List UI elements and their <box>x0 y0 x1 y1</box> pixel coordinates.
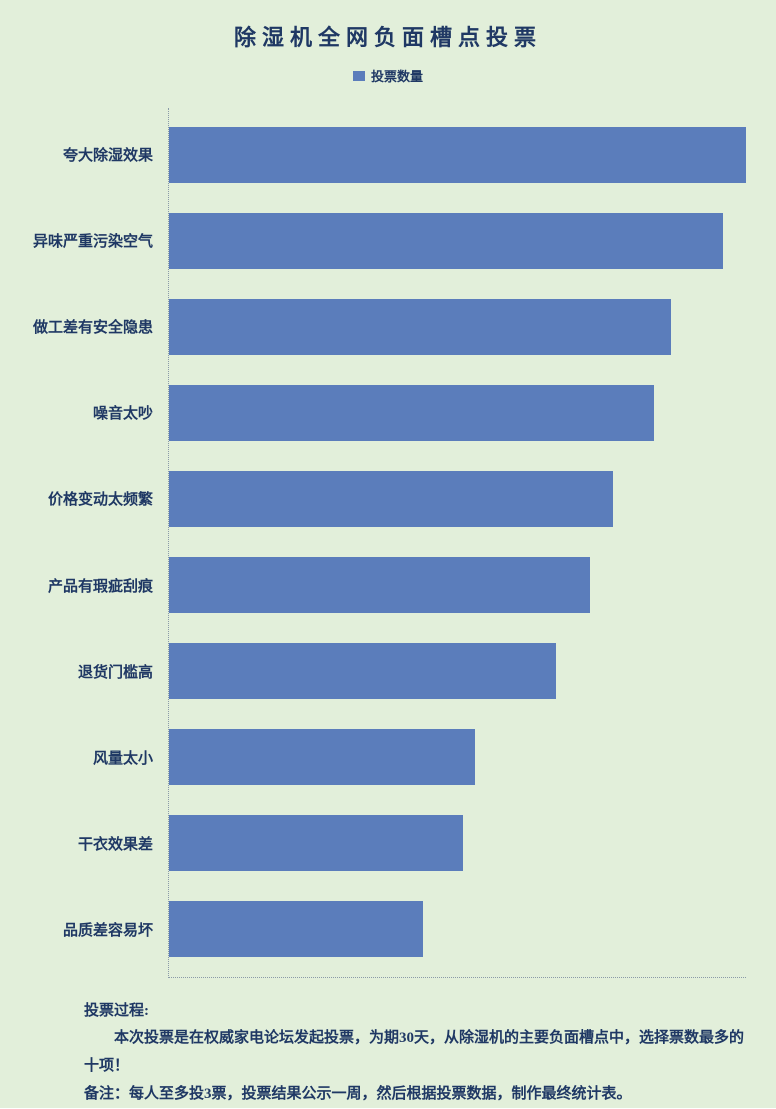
bar <box>169 127 746 183</box>
bar-row: 做工差有安全隐患 <box>169 299 746 355</box>
bar <box>169 471 613 527</box>
plot-area: 夸大除湿效果异味严重污染空气做工差有安全隐患噪音太吵价格变动太频繁产品有瑕疵刮痕… <box>168 108 746 978</box>
category-label: 夸大除湿效果 <box>11 144 161 165</box>
bar <box>169 643 556 699</box>
chart-title: 除湿机全网负面槽点投票 <box>18 20 758 52</box>
footer-line-2: 本次投票是在权威家电论坛发起投票，为期30天，从除湿机的主要负面槽点中，选择票数… <box>54 1025 752 1081</box>
bar <box>169 901 423 957</box>
bar <box>169 815 463 871</box>
footer-line-3: 备注：每人至多投3票，投票结果公示一周，然后根据投票数据，制作最终统计表。 <box>54 1081 752 1109</box>
category-label: 异味严重污染空气 <box>11 230 161 251</box>
chart-container: 除湿机全网负面槽点投票 投票数量 夸大除湿效果异味严重污染空气做工差有安全隐患噪… <box>0 0 776 1108</box>
category-label: 做工差有安全隐患 <box>11 316 161 337</box>
category-label: 噪音太吵 <box>11 402 161 423</box>
footer-line-1: 投票过程: <box>54 998 752 1026</box>
bar <box>169 299 671 355</box>
legend: 投票数量 <box>18 66 758 86</box>
category-label: 品质差容易坏 <box>11 919 161 940</box>
category-label: 退货门槛高 <box>11 661 161 682</box>
footer-text: 投票过程: 本次投票是在权威家电论坛发起投票，为期30天，从除湿机的主要负面槽点… <box>18 998 758 1109</box>
bar-row: 噪音太吵 <box>169 385 746 441</box>
legend-label: 投票数量 <box>371 66 423 85</box>
bar-row: 品质差容易坏 <box>169 901 746 957</box>
bar <box>169 557 590 613</box>
category-label: 风量太小 <box>11 747 161 768</box>
category-label: 干衣效果差 <box>11 833 161 854</box>
bar <box>169 385 654 441</box>
bar-row: 夸大除湿效果 <box>169 127 746 183</box>
legend-swatch <box>353 71 365 81</box>
bar-row: 干衣效果差 <box>169 815 746 871</box>
bar-row: 异味严重污染空气 <box>169 213 746 269</box>
bar-row: 价格变动太频繁 <box>169 471 746 527</box>
bar <box>169 213 723 269</box>
category-label: 产品有瑕疵刮痕 <box>11 575 161 596</box>
bar <box>169 729 475 785</box>
legend-item: 投票数量 <box>353 66 423 85</box>
bar-row: 退货门槛高 <box>169 643 746 699</box>
bar-row: 产品有瑕疵刮痕 <box>169 557 746 613</box>
bar-row: 风量太小 <box>169 729 746 785</box>
bar-rows: 夸大除湿效果异味严重污染空气做工差有安全隐患噪音太吵价格变动太频繁产品有瑕疵刮痕… <box>169 108 746 977</box>
category-label: 价格变动太频繁 <box>11 488 161 509</box>
